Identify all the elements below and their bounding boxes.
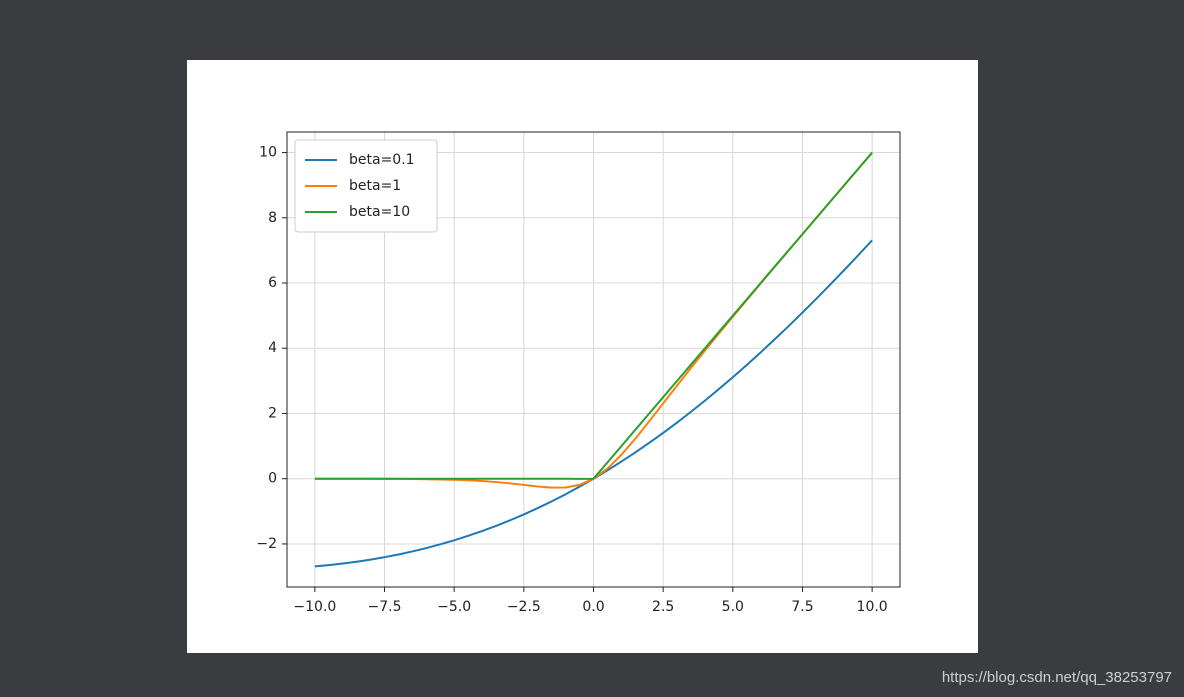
y-tick-label: 10 (259, 145, 277, 161)
legend-box (294, 139, 438, 233)
x-tick-label: 2.5 (652, 599, 674, 615)
x-tick-label: 7.5 (791, 599, 813, 615)
x-tick-label: −10.0 (293, 599, 336, 615)
x-tick-label: −7.5 (368, 599, 402, 615)
y-tick-label: −2 (256, 536, 277, 552)
x-tick-label: 0.0 (582, 599, 604, 615)
x-tick-label: 5.0 (722, 599, 744, 615)
y-tick-label: 4 (268, 340, 277, 356)
x-tick-label: −2.5 (507, 599, 541, 615)
watermark: https://blog.csdn.net/qq_38253797 (942, 669, 1172, 686)
x-tick-label: 10.0 (857, 599, 888, 615)
y-tick-label: 8 (268, 210, 277, 226)
series-line (314, 151, 873, 480)
y-tick-label: 0 (268, 471, 277, 487)
legend-label: beta=0.1 (349, 152, 415, 168)
y-tick-label: 6 (268, 275, 277, 291)
x-tick-label: −5.0 (437, 599, 471, 615)
plot-frame (286, 131, 901, 588)
y-tick-label: 2 (268, 405, 277, 421)
legend-label: beta=10 (349, 204, 410, 220)
legend-label: beta=1 (349, 178, 401, 194)
